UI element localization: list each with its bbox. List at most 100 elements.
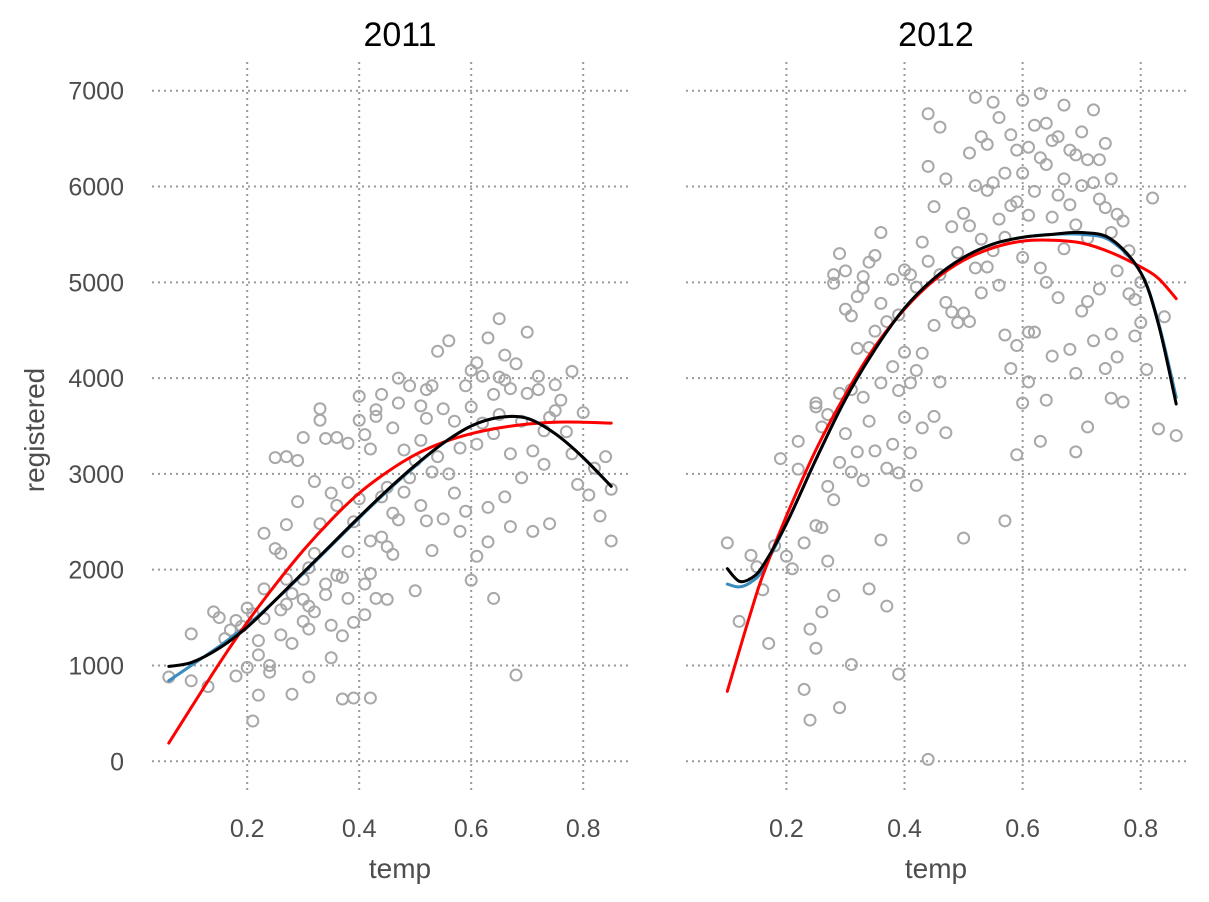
data-point — [915, 235, 929, 249]
data-point — [1110, 350, 1124, 364]
data-point — [1004, 362, 1018, 376]
data-point — [1110, 264, 1124, 278]
data-point — [1069, 445, 1083, 459]
data-point — [1104, 172, 1118, 186]
data-point — [968, 261, 982, 275]
data-point — [773, 452, 787, 466]
x-tick-label: 0.8 — [1123, 815, 1158, 843]
data-point — [827, 276, 841, 290]
data-point — [998, 230, 1012, 244]
data-point — [251, 688, 265, 702]
data-point — [809, 641, 823, 655]
data-point — [939, 295, 953, 309]
y-tick-label: 7000 — [68, 78, 124, 106]
data-point — [1075, 125, 1089, 139]
data-point — [302, 561, 316, 575]
data-point — [403, 379, 417, 393]
data-point — [992, 278, 1006, 292]
data-point — [809, 519, 823, 533]
data-point — [498, 490, 512, 504]
y-axis-ticks: 0 1000 2000 3000 4000 5000 6000 7000 — [68, 78, 124, 777]
data-point — [380, 592, 394, 606]
data-point — [319, 577, 333, 591]
y-tick-label: 5000 — [68, 269, 124, 297]
data-point — [1169, 429, 1183, 443]
data-point — [543, 517, 557, 531]
data-point — [1010, 339, 1024, 353]
data-point — [363, 442, 377, 456]
data-point — [1022, 208, 1036, 222]
data-point — [492, 312, 506, 326]
data-point — [246, 714, 260, 728]
x-tick-label: 0.2 — [230, 815, 265, 843]
data-point — [1039, 157, 1053, 171]
data-point — [335, 629, 349, 643]
data-point — [453, 441, 467, 455]
data-point — [998, 514, 1012, 528]
data-point — [803, 713, 817, 727]
data-point — [909, 280, 923, 294]
data-point — [470, 356, 484, 370]
data-point — [386, 421, 400, 435]
data-point — [419, 514, 433, 528]
data-point — [1033, 151, 1047, 165]
data-point — [1116, 214, 1130, 228]
data-point — [856, 390, 870, 404]
data-point — [352, 389, 366, 403]
data-point — [886, 272, 900, 286]
data-point — [1063, 342, 1077, 356]
data-point — [862, 255, 876, 269]
data-point — [464, 400, 478, 414]
data-point — [1045, 210, 1059, 224]
data-point — [1134, 316, 1148, 330]
data-point — [892, 308, 906, 322]
data-point — [1087, 176, 1101, 190]
data-point — [850, 445, 864, 459]
data-point — [291, 495, 305, 509]
data-point — [593, 509, 607, 523]
data-point — [1146, 191, 1160, 205]
data-point — [868, 248, 882, 262]
data-point — [1057, 242, 1071, 256]
data-point — [1010, 143, 1024, 157]
data-point — [939, 172, 953, 186]
data-point — [1010, 195, 1024, 209]
data-point — [464, 573, 478, 587]
data-point — [1140, 362, 1154, 376]
data-point — [886, 360, 900, 374]
data-point — [487, 387, 501, 401]
data-point — [850, 341, 864, 355]
data-point — [1081, 294, 1095, 308]
data-point — [503, 382, 517, 396]
data-point — [1110, 207, 1124, 221]
y-axis-title: registered — [19, 368, 50, 493]
data-point — [526, 524, 540, 538]
data-point — [335, 692, 349, 706]
data-point — [307, 605, 321, 619]
data-point — [369, 403, 383, 417]
data-point — [927, 200, 941, 214]
x-tick-label: 0.6 — [1005, 815, 1040, 843]
data-point — [838, 302, 852, 316]
data-point — [833, 455, 847, 469]
data-point — [962, 219, 976, 233]
data-point — [285, 587, 299, 601]
y-tick-label: 4000 — [68, 365, 124, 393]
data-point — [1004, 128, 1018, 142]
data-point — [257, 526, 271, 540]
data-point — [927, 409, 941, 423]
data-point — [874, 226, 888, 240]
data-point — [548, 378, 562, 392]
data-point — [880, 461, 894, 475]
data-point — [285, 636, 299, 650]
data-point — [604, 482, 618, 496]
data-point — [229, 669, 243, 683]
data-point — [1027, 118, 1041, 132]
data-point — [1022, 375, 1036, 389]
data-point — [827, 493, 841, 507]
data-point — [1104, 391, 1118, 405]
data-point — [425, 544, 439, 558]
data-point — [768, 539, 782, 553]
data-point — [1063, 198, 1077, 212]
data-point — [335, 570, 349, 584]
